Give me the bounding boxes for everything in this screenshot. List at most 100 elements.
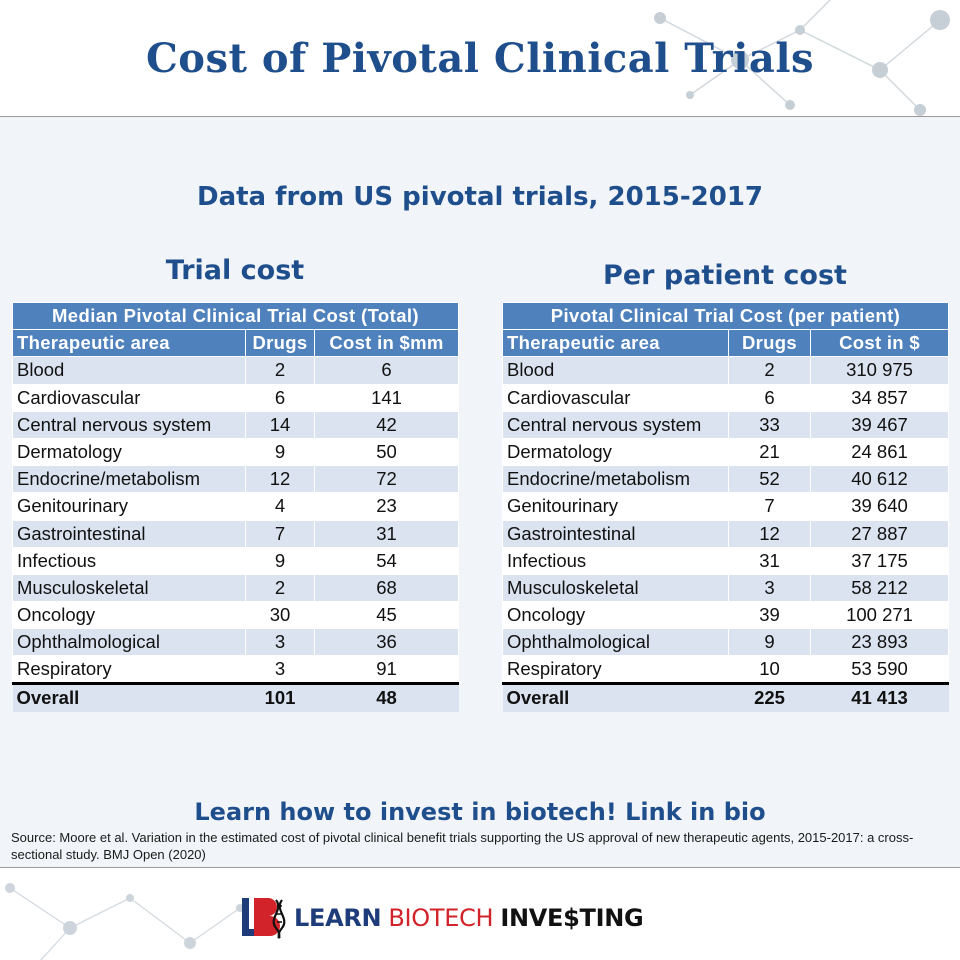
cell-drugs: 33	[728, 410, 811, 439]
table-row: Infectious 31 37 175	[502, 546, 950, 575]
subtitle: Data from US pivotal trials, 2015-2017	[197, 182, 763, 212]
overall-cost: 48	[314, 681, 459, 713]
cell-drugs: 12	[245, 465, 315, 494]
cell-drugs: 3	[245, 655, 315, 684]
cell-cost: 27 887	[809, 519, 950, 548]
overall-row: Overall 225 41 413	[502, 681, 949, 713]
cell-cost: 40 612	[809, 465, 950, 494]
cell-area: Ophthalmological	[502, 628, 729, 657]
table-row: Musculoskeletal 3 58 212	[502, 573, 950, 603]
cell-cost: 91	[314, 655, 459, 684]
cell-drugs: 3	[728, 573, 811, 603]
table-body: Blood 2 6 Cardiovascular 6 141 Central nervous…	[12, 356, 459, 684]
cell-drugs: 31	[728, 546, 811, 575]
table-row: Blood 2 6	[12, 356, 459, 385]
table-row: Endocrine/metabolism 52 40 612	[502, 465, 950, 494]
table-row: Cardiovascular 6 34 857	[502, 383, 950, 412]
table-row: Ophthalmological 9 23 893	[502, 628, 950, 657]
cell-cost: 36	[314, 628, 459, 657]
cell-drugs: 3	[245, 628, 315, 657]
cell-drugs: 7	[728, 492, 811, 521]
table-caption: Median Pivotal Clinical Trial Cost (Tota…	[12, 301, 459, 331]
table-row: Oncology 39 100 271	[502, 601, 950, 630]
cell-drugs: 4	[245, 492, 315, 521]
cell-drugs: 6	[245, 383, 315, 412]
header-banner: Cost of Pivotal Clinical Trials	[0, 0, 960, 117]
cell-area: Genitourinary	[502, 492, 729, 521]
cell-area: Gastrointestinal	[502, 519, 729, 548]
table-row: Gastrointestinal 7 31	[12, 519, 459, 548]
cell-cost: 23	[314, 492, 459, 521]
overall-drugs: 101	[245, 681, 315, 713]
cell-cost: 34 857	[809, 383, 950, 412]
cell-area: Respiratory	[12, 655, 246, 684]
table-caption: Pivotal Clinical Trial Cost (per patient…	[501, 301, 950, 331]
cell-area: Cardiovascular	[12, 383, 246, 412]
cell-drugs: 10	[728, 655, 811, 684]
cell-drugs: 6	[728, 383, 811, 412]
cell-area: Central nervous system	[502, 410, 729, 439]
table-row: Ophthalmological 3 36	[12, 628, 459, 657]
cell-area: Infectious	[502, 546, 729, 575]
cell-drugs: 30	[245, 601, 315, 630]
table-row: Genitourinary 4 23	[12, 492, 459, 521]
cell-cost: 54	[314, 546, 459, 575]
cell-cost: 39 467	[809, 410, 950, 439]
brand-word-learn: LEARN	[294, 904, 382, 932]
column-header-area: Therapeutic area	[502, 329, 729, 358]
cell-cost: 24 861	[809, 437, 950, 467]
column-header-drugs: Drugs	[728, 329, 811, 358]
cell-cost: 23 893	[809, 628, 950, 657]
cell-cost: 39 640	[809, 492, 950, 521]
cell-drugs: 52	[728, 465, 811, 494]
trial-cost-table: Median Pivotal Clinical Trial Cost (Tota…	[12, 301, 459, 713]
footer	[0, 867, 960, 960]
cell-cost: 100 271	[809, 601, 950, 630]
table-row: Cardiovascular 6 141	[12, 383, 459, 412]
cell-drugs: 21	[728, 437, 811, 467]
table-row: Blood 2 310 975	[502, 356, 950, 385]
table-row: Gastrointestinal 12 27 887	[502, 519, 950, 548]
cell-area: Dermatology	[12, 437, 246, 467]
cell-area: Infectious	[12, 546, 246, 575]
table-row: Musculoskeletal 2 68	[12, 573, 459, 603]
overall-label: Overall	[502, 681, 729, 713]
cell-drugs: 2	[728, 356, 811, 385]
overall-drugs: 225	[728, 681, 811, 713]
overall-cost: 41 413	[810, 681, 949, 713]
cell-area: Central nervous system	[12, 410, 246, 439]
cell-area: Oncology	[502, 601, 729, 630]
cell-area: Oncology	[12, 601, 246, 630]
table-row: Endocrine/metabolism 12 72	[12, 465, 459, 494]
table-row: Central nervous system 14 42	[12, 410, 459, 439]
table-row: Central nervous system 33 39 467	[502, 410, 950, 439]
brand-word-investing: INVE$TING	[500, 904, 644, 932]
table-row: Genitourinary 7 39 640	[502, 492, 950, 521]
per-patient-cost-table: Pivotal Clinical Trial Cost (per patient…	[501, 301, 950, 713]
cell-area: Cardiovascular	[502, 383, 729, 412]
call-to-action: Learn how to invest in biotech! Link in …	[194, 798, 766, 826]
lbi-dna-logo-icon	[242, 898, 286, 939]
cell-drugs: 39	[728, 601, 811, 630]
table-body: Blood 2 310 975 Cardiovascular 6 34 857 Centra…	[502, 356, 950, 684]
cell-area: Blood	[502, 356, 729, 385]
cell-cost: 42	[314, 410, 459, 439]
table-row: Respiratory 10 53 590	[502, 655, 950, 684]
cell-cost: 50	[314, 437, 459, 467]
cell-drugs: 2	[245, 356, 315, 385]
cell-cost: 58 212	[809, 573, 950, 603]
cell-drugs: 7	[245, 519, 315, 548]
column-header-cost: Cost in $	[809, 329, 950, 358]
cell-area: Respiratory	[502, 655, 729, 684]
page-title: Cost of Pivotal Clinical Trials	[145, 35, 815, 82]
brand-word-biotech: BIOTECH	[388, 904, 494, 932]
cell-cost: 45	[314, 601, 459, 630]
brand-wordmark: LEARN BIOTECH INVE$TING	[294, 904, 644, 932]
cell-area: Ophthalmological	[12, 628, 246, 657]
cell-cost: 310 975	[809, 356, 950, 385]
cell-drugs: 12	[728, 519, 811, 548]
table-row: Dermatology 9 50	[12, 437, 459, 467]
cell-cost: 6	[314, 356, 459, 385]
table-row: Infectious 9 54	[12, 546, 459, 575]
table-row: Oncology 30 45	[12, 601, 459, 630]
